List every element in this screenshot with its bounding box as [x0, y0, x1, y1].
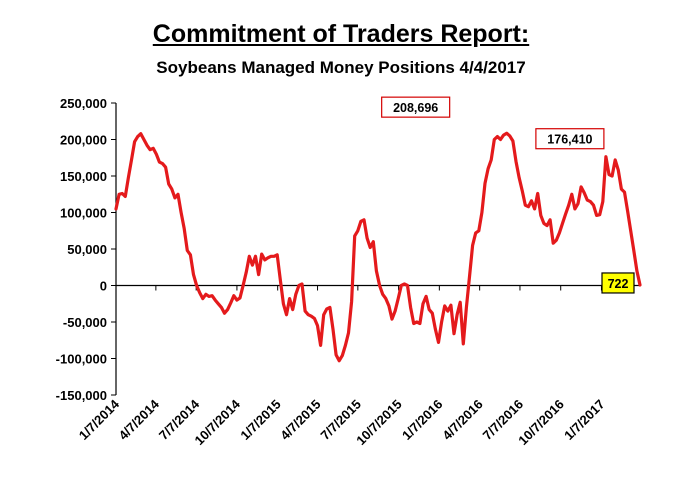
- x-tick-label: 4/7/2015: [277, 397, 323, 443]
- x-tick-label: 4/7/2016: [439, 397, 485, 443]
- y-tick-label: 0: [100, 279, 107, 294]
- x-tick-label: 10/7/2014: [192, 396, 244, 448]
- annotation-box: [601, 272, 635, 294]
- annotation-layer: 208,696 176,410 722: [381, 96, 635, 294]
- x-tick-label: 1/7/2014: [76, 396, 123, 443]
- annotation-box: [535, 128, 605, 150]
- chart-subtitle: Soybeans Managed Money Positions 4/4/201…: [156, 58, 526, 77]
- y-tick-label: 150,000: [60, 169, 107, 184]
- y-tick-label: -150,000: [56, 388, 107, 403]
- chart-title: Commitment of Traders Report:: [152, 20, 530, 48]
- x-tick-label: 1/7/2015: [237, 397, 283, 443]
- y-tick-label: 200,000: [60, 133, 107, 148]
- annotation-box: [381, 96, 451, 118]
- x-tick-label: 4/7/2014: [116, 396, 163, 443]
- y-tick-label: 100,000: [60, 206, 107, 221]
- x-axis-ticks: 1/7/20144/7/20147/7/201410/7/20141/7/201…: [76, 285, 608, 448]
- y-tick-label: -50,000: [63, 315, 107, 330]
- annotation-label: 176,410: [547, 133, 592, 147]
- annotation-label: 722: [608, 277, 629, 291]
- y-tick-label: -100,000: [56, 352, 107, 367]
- series-line: [114, 131, 642, 363]
- x-tick-label: 1/7/2017: [561, 397, 607, 443]
- y-tick-label: 250,000: [60, 96, 107, 111]
- x-tick-label: 1/7/2016: [399, 397, 445, 443]
- annotation-label: 208,696: [393, 101, 438, 115]
- series-layer: [114, 131, 642, 363]
- y-tick-label: 50,000: [67, 242, 107, 257]
- y-axis-ticks: 250,000 200,000 150,000 100,000 50,000 0 -50,0…: [56, 96, 116, 403]
